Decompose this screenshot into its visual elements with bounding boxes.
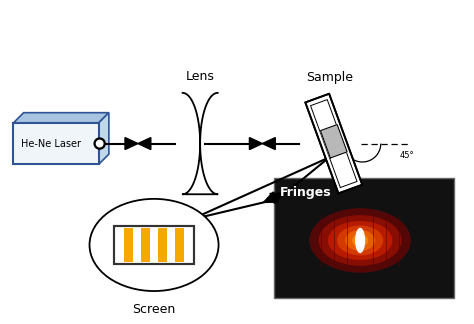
- Text: 45°: 45°: [399, 151, 414, 160]
- Bar: [124, 228, 133, 262]
- Bar: [175, 228, 184, 262]
- Bar: [274, 178, 454, 298]
- Bar: [114, 226, 194, 264]
- Polygon shape: [270, 193, 284, 203]
- Ellipse shape: [319, 215, 401, 266]
- Polygon shape: [138, 138, 151, 150]
- Ellipse shape: [310, 208, 411, 273]
- Text: Screen: Screen: [132, 303, 176, 316]
- Polygon shape: [182, 93, 218, 194]
- Polygon shape: [305, 94, 362, 193]
- Ellipse shape: [90, 199, 219, 291]
- Circle shape: [94, 138, 105, 149]
- Bar: [184, 228, 192, 262]
- Text: Fringes: Fringes: [279, 186, 331, 200]
- Circle shape: [96, 140, 103, 147]
- Bar: [167, 228, 175, 262]
- Polygon shape: [320, 125, 347, 158]
- Bar: [133, 228, 141, 262]
- Ellipse shape: [328, 221, 392, 260]
- Polygon shape: [249, 138, 262, 150]
- Text: Lens: Lens: [186, 70, 215, 83]
- Bar: [158, 228, 167, 262]
- Polygon shape: [13, 113, 109, 123]
- Polygon shape: [99, 113, 109, 164]
- Text: Sample: Sample: [306, 71, 353, 84]
- Ellipse shape: [337, 226, 383, 255]
- Polygon shape: [262, 138, 275, 150]
- Ellipse shape: [355, 228, 365, 253]
- Bar: [116, 228, 124, 262]
- Ellipse shape: [345, 230, 375, 251]
- Polygon shape: [125, 138, 138, 150]
- Bar: [150, 228, 158, 262]
- Bar: [141, 228, 150, 262]
- FancyBboxPatch shape: [13, 123, 99, 164]
- Text: He-Ne Laser: He-Ne Laser: [21, 139, 81, 149]
- Polygon shape: [264, 192, 278, 202]
- Bar: [114, 226, 194, 264]
- Ellipse shape: [352, 234, 368, 247]
